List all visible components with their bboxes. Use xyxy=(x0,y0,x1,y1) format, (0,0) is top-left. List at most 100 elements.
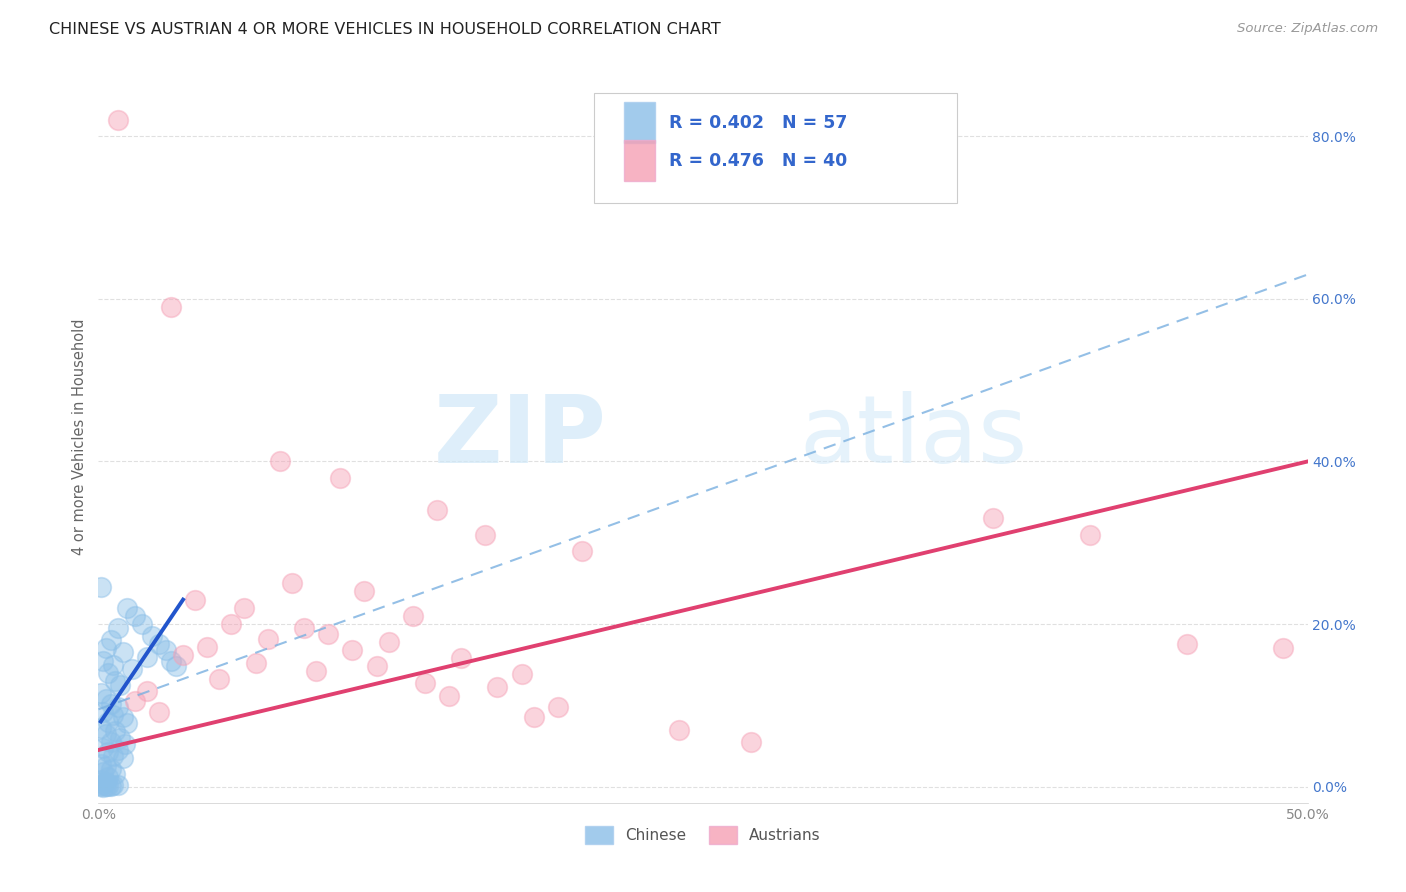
Point xyxy=(316,626,339,640)
Point xyxy=(94,775,117,789)
Point xyxy=(172,648,194,662)
Point xyxy=(100,779,122,793)
Point xyxy=(91,777,114,791)
Point xyxy=(437,689,460,703)
Point xyxy=(94,727,117,741)
Point xyxy=(90,686,112,700)
Point xyxy=(571,544,593,558)
Point xyxy=(107,113,129,128)
Point xyxy=(90,778,112,792)
Point xyxy=(94,691,117,706)
Point xyxy=(100,762,122,776)
Point xyxy=(104,767,127,781)
Point xyxy=(281,576,304,591)
Point xyxy=(90,779,112,793)
Point xyxy=(107,621,129,635)
Point xyxy=(131,617,153,632)
Point xyxy=(97,665,120,680)
Point xyxy=(195,640,218,654)
Point xyxy=(91,740,114,755)
Text: Source: ZipAtlas.com: Source: ZipAtlas.com xyxy=(1237,22,1378,36)
Point xyxy=(474,527,496,541)
Point xyxy=(107,778,129,792)
Point xyxy=(94,759,117,773)
Point xyxy=(100,697,122,711)
Point xyxy=(232,600,254,615)
Point xyxy=(108,678,131,692)
Point xyxy=(90,756,112,771)
Point xyxy=(256,632,278,646)
Point xyxy=(148,637,170,651)
Point xyxy=(94,779,117,793)
Point xyxy=(101,657,124,672)
Point xyxy=(97,746,120,760)
Point xyxy=(107,743,129,757)
Point xyxy=(101,778,124,792)
Text: ZIP: ZIP xyxy=(433,391,606,483)
Point xyxy=(107,699,129,714)
Point xyxy=(91,705,114,719)
Point xyxy=(245,656,267,670)
Point xyxy=(108,731,131,745)
FancyBboxPatch shape xyxy=(624,103,655,143)
Point xyxy=(329,471,352,485)
Point xyxy=(90,581,112,595)
Point xyxy=(426,503,449,517)
Text: R = 0.402   N = 57: R = 0.402 N = 57 xyxy=(669,113,848,131)
Point xyxy=(221,617,243,632)
Text: R = 0.476   N = 40: R = 0.476 N = 40 xyxy=(669,152,848,169)
Point xyxy=(135,649,157,664)
Point xyxy=(111,751,134,765)
Point xyxy=(111,710,134,724)
Point xyxy=(353,584,375,599)
Point xyxy=(114,737,136,751)
Point xyxy=(377,635,399,649)
Point xyxy=(547,699,569,714)
Point xyxy=(1175,637,1198,651)
Point xyxy=(104,673,127,688)
Point xyxy=(292,621,315,635)
Point xyxy=(305,664,328,678)
Point xyxy=(97,779,120,793)
Point xyxy=(1078,527,1101,541)
Point xyxy=(90,721,112,735)
Point xyxy=(117,716,139,731)
Point xyxy=(160,654,183,668)
Point xyxy=(91,654,114,668)
Point xyxy=(1272,641,1295,656)
Point xyxy=(366,659,388,673)
Point xyxy=(97,714,120,729)
Point xyxy=(269,454,291,468)
Point xyxy=(135,683,157,698)
Point xyxy=(121,662,143,676)
FancyBboxPatch shape xyxy=(624,140,655,181)
Point xyxy=(740,735,762,749)
Point xyxy=(100,633,122,648)
Point xyxy=(141,629,163,643)
Point xyxy=(117,600,139,615)
Point xyxy=(101,708,124,723)
Point xyxy=(94,641,117,656)
Point xyxy=(184,592,207,607)
Legend: Chinese, Austrians: Chinese, Austrians xyxy=(579,820,827,850)
Point xyxy=(104,724,127,739)
Point xyxy=(101,748,124,763)
Point xyxy=(97,770,120,784)
Y-axis label: 4 or more Vehicles in Household: 4 or more Vehicles in Household xyxy=(72,318,87,556)
Point xyxy=(155,643,177,657)
Point xyxy=(668,723,690,737)
FancyBboxPatch shape xyxy=(595,94,957,203)
Point xyxy=(413,675,436,690)
Point xyxy=(450,651,472,665)
Text: CHINESE VS AUSTRIAN 4 OR MORE VEHICLES IN HOUSEHOLD CORRELATION CHART: CHINESE VS AUSTRIAN 4 OR MORE VEHICLES I… xyxy=(49,22,721,37)
Point xyxy=(160,300,183,314)
Point xyxy=(402,608,425,623)
Point xyxy=(981,511,1004,525)
Point xyxy=(90,772,112,787)
Point xyxy=(342,643,364,657)
Point xyxy=(91,780,114,794)
Point xyxy=(100,735,122,749)
Point xyxy=(165,659,187,673)
Point xyxy=(523,710,546,724)
Point xyxy=(208,673,231,687)
